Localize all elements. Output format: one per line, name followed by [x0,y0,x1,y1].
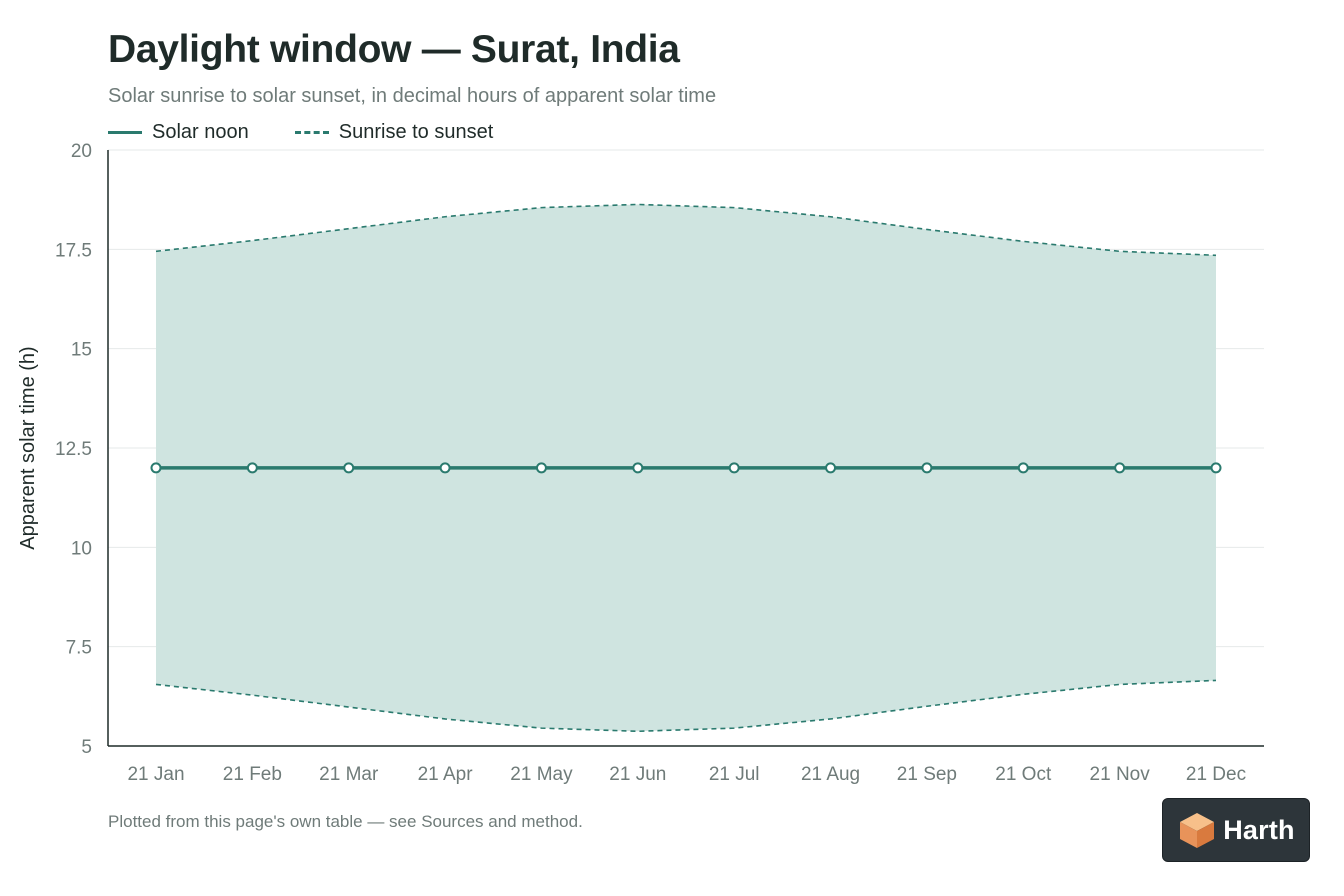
x-tick-label: 21 Feb [223,764,282,785]
y-tick-label: 15 [71,340,92,361]
solar-noon-point [921,462,933,474]
y-tick-label: 17.5 [55,240,92,261]
legend-item-sunrise-sunset: Sunrise to sunset [294,120,494,144]
house-cube-icon [1180,813,1215,848]
solar-noon-point [632,462,644,474]
legend-swatch-solid [108,130,142,134]
footnote: Plotted from this page's own table — see… [108,812,583,831]
solar-noon-point [246,462,258,474]
y-tick-label: 5 [81,737,92,758]
legend-label-solar-noon: Solar noon [152,120,249,143]
sunset-line [155,203,1217,257]
chart-subtitle: Solar sunrise to solar sunset, in decima… [108,85,717,107]
x-tick-label: 21 Aug [801,764,860,785]
legend: Solar noon Sunrise to sunset [108,120,539,144]
y-tick-label: 20 [71,141,92,162]
y-axis-title: Apparent solar time (h) [17,346,39,549]
x-tick-label: 21 Sep [897,764,957,785]
y-tick-label: 12.5 [55,439,92,460]
x-tick-label: 21 Dec [1186,764,1246,785]
solar-noon-point [1017,462,1029,474]
y-tick-label: 10 [71,538,92,559]
x-tick-label: 21 Apr [418,764,474,785]
solar-noon-point [1114,462,1126,474]
solar-noon-point [728,462,740,474]
x-tick-label: 21 Nov [1090,764,1151,785]
chart-title: Daylight window — Surat, India [108,28,680,71]
legend-swatch-dashed [294,130,329,134]
x-tick-label: 21 Jan [127,764,184,785]
x-tick-label: 21 May [510,764,573,785]
legend-item-solar-noon: Solar noon [108,121,249,144]
legend-label-sunrise-sunset: Sunrise to sunset [338,120,494,143]
x-tick-label: 21 Jul [709,764,760,785]
x-tick-label: 21 Mar [319,764,379,785]
solar-noon-point [1210,462,1222,474]
solar-noon-point [150,462,162,474]
harth-logo[interactable]: Harth [1162,798,1310,862]
solar-noon-point [535,462,547,474]
solar-noon-point [343,462,355,474]
logo-text: Harth [1223,814,1295,845]
y-tick-label: 7.5 [66,638,92,659]
sunrise-line [155,679,1217,733]
x-tick-label: 21 Oct [995,764,1052,785]
solar-noon-point [439,462,451,474]
x-tick-label: 21 Jun [609,764,666,785]
solar-noon-point [825,462,837,474]
